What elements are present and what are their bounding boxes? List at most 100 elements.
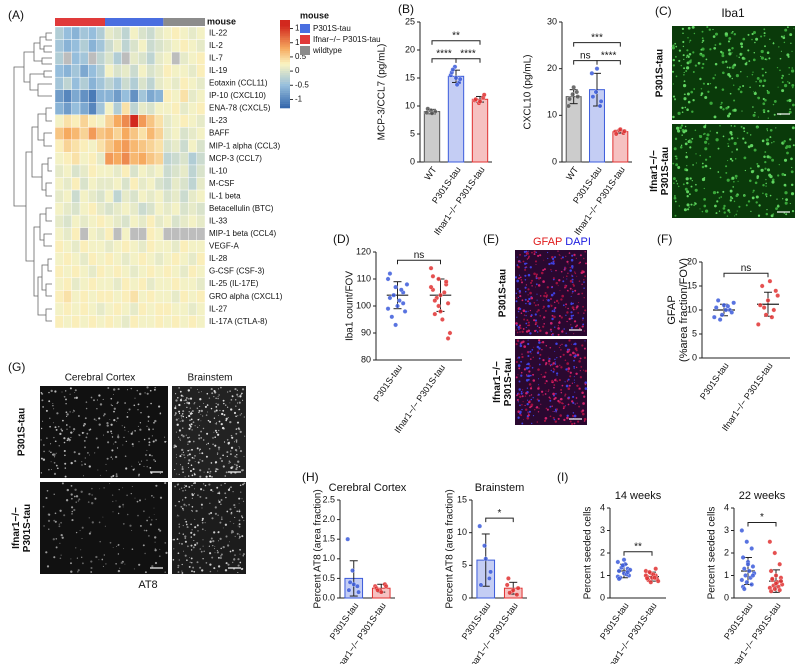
micrograph-texture <box>237 428 239 430</box>
micrograph-texture <box>138 473 140 476</box>
micrograph-texture <box>205 455 208 458</box>
micrograph-texture <box>701 210 704 213</box>
micrograph-texture <box>574 320 577 323</box>
micrograph-texture <box>191 474 194 477</box>
micrograph-texture <box>689 177 692 180</box>
data-point <box>445 336 451 341</box>
micrograph-texture <box>540 390 544 393</box>
micrograph-texture <box>559 355 562 358</box>
micrograph-texture <box>119 567 121 569</box>
micrograph-texture <box>143 510 145 513</box>
heatmap-cell <box>104 102 114 115</box>
micrograph-texture <box>129 524 132 527</box>
micrograph-texture <box>683 71 685 74</box>
micrograph-texture <box>176 423 179 426</box>
micrograph-texture <box>113 407 116 410</box>
heatmap-cell <box>96 290 106 304</box>
micrograph-texture <box>194 425 196 427</box>
micrograph-texture <box>782 36 786 40</box>
micrograph-texture <box>557 250 559 252</box>
micrograph-texture <box>790 157 793 161</box>
micrograph-texture <box>767 117 769 119</box>
micrograph-texture <box>236 389 238 391</box>
micrograph-texture <box>788 110 792 114</box>
micrograph-texture <box>576 402 578 404</box>
micrograph-texture <box>179 390 182 393</box>
micrograph-texture <box>576 353 580 357</box>
micrograph-texture <box>533 408 536 411</box>
heatmap-cell <box>138 252 147 266</box>
micrograph-texture <box>182 415 185 418</box>
micrograph-texture <box>73 396 76 399</box>
heatmap-cell <box>113 302 122 316</box>
micrograph-texture <box>235 405 237 407</box>
heatmap-cell <box>163 164 172 178</box>
data-point <box>395 303 400 309</box>
micrograph-texture <box>180 398 182 400</box>
micrograph-texture <box>571 414 575 417</box>
colorbar-strip <box>280 20 290 23</box>
micrograph-texture <box>81 556 83 558</box>
micrograph-texture <box>567 307 569 310</box>
micrograph-texture <box>683 58 685 61</box>
micrograph-texture <box>753 91 755 93</box>
heatmap-cell <box>104 252 114 266</box>
micrograph-texture <box>238 428 241 431</box>
heatmap-cell <box>54 89 64 103</box>
heatmap-cell <box>163 202 172 216</box>
micrograph-texture <box>537 254 540 257</box>
micrograph-texture <box>158 405 161 408</box>
micrograph-texture <box>74 389 77 392</box>
micrograph-texture <box>752 71 754 73</box>
heatmap-cell <box>163 290 172 304</box>
micrograph-texture <box>539 314 542 317</box>
micrograph-texture <box>96 408 98 410</box>
micrograph-texture <box>552 262 555 265</box>
micrograph-texture <box>179 399 183 402</box>
colorbar-strip <box>280 77 290 80</box>
legend-swatch <box>300 35 310 44</box>
micrograph-texture <box>188 459 191 462</box>
micrograph-texture <box>785 198 788 202</box>
colorbar-strip <box>280 83 290 87</box>
micrograph-texture <box>200 488 203 491</box>
heatmap-cell <box>188 26 197 40</box>
micrograph-texture <box>702 39 705 42</box>
micrograph-texture <box>699 154 701 157</box>
micrograph-texture <box>766 51 770 54</box>
heatmap-cell <box>171 114 181 128</box>
micrograph-texture <box>218 500 221 504</box>
y-tick-label: 15 <box>687 280 697 290</box>
micrograph-texture <box>74 392 76 393</box>
micrograph-texture <box>164 436 166 438</box>
micrograph-texture <box>236 394 239 396</box>
data-point <box>504 582 510 588</box>
micrograph-texture <box>538 384 540 386</box>
micrograph-texture <box>554 420 558 423</box>
data-point <box>428 284 434 290</box>
heatmap-cell <box>96 114 106 128</box>
micrograph-texture <box>159 530 161 532</box>
heatmap-cell <box>129 26 139 40</box>
micrograph-texture <box>574 347 578 351</box>
micrograph-texture <box>575 372 578 376</box>
heatmap-cell <box>96 202 106 216</box>
heatmap-cell <box>163 189 172 203</box>
micrograph-texture <box>559 290 561 292</box>
data-point <box>345 536 351 542</box>
micrograph-texture <box>206 404 209 406</box>
significance-label: **** <box>436 48 452 59</box>
colorbar-strip <box>280 88 290 91</box>
micrograph-texture <box>191 493 194 495</box>
micrograph-texture <box>529 309 532 312</box>
micrograph-texture <box>551 405 553 407</box>
micrograph-texture <box>235 415 237 418</box>
micrograph-texture <box>196 561 199 564</box>
micrograph-texture <box>242 555 244 557</box>
data-point <box>482 543 487 549</box>
heatmap-cell <box>179 177 189 191</box>
heatmap-cell <box>171 202 181 216</box>
micrograph-texture <box>769 194 772 197</box>
micrograph-texture <box>154 549 157 552</box>
micrograph-texture <box>518 388 521 391</box>
